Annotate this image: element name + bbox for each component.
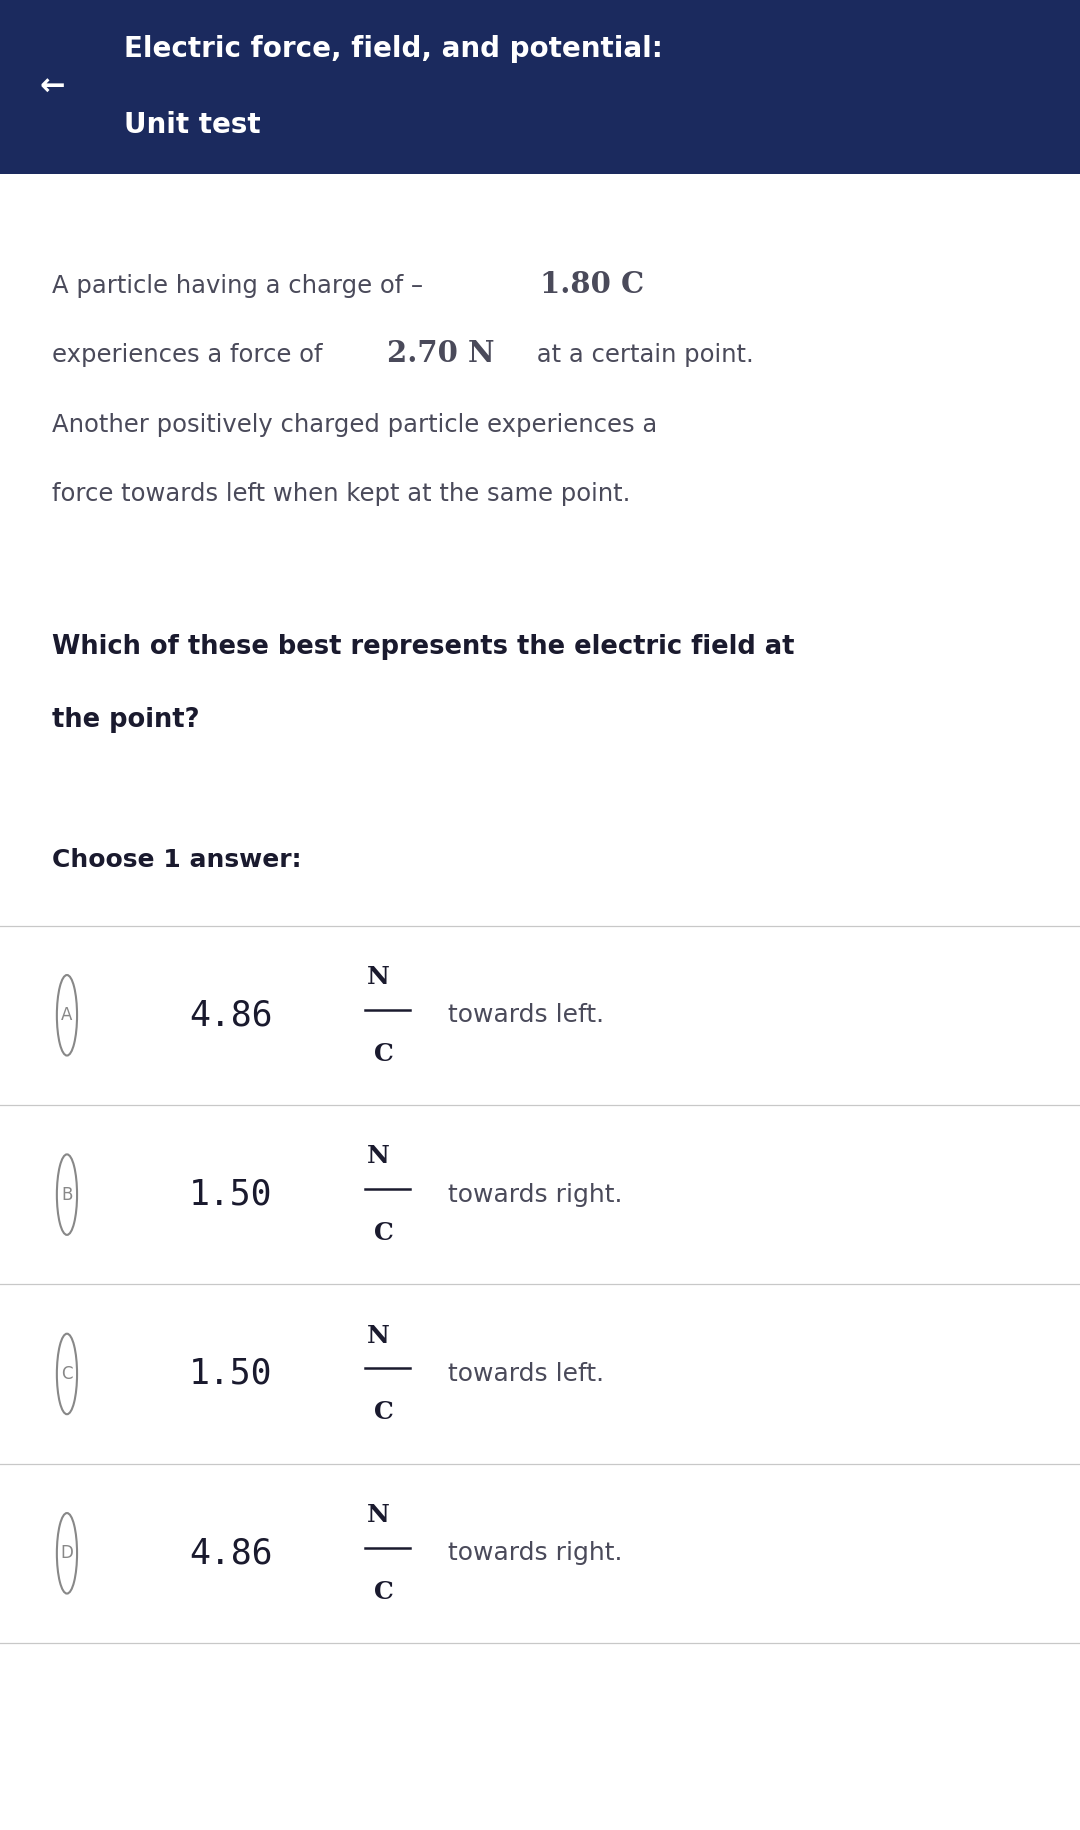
Text: Another positively charged particle experiences a: Another positively charged particle expe…: [52, 414, 657, 437]
Text: force towards left when kept at the same point.: force towards left when kept at the same…: [52, 483, 631, 507]
Ellipse shape: [57, 1155, 77, 1235]
Text: Unit test: Unit test: [124, 112, 261, 139]
Text: C: C: [374, 1221, 393, 1244]
Text: N: N: [367, 1144, 390, 1168]
FancyBboxPatch shape: [0, 0, 1080, 174]
Text: C: C: [374, 1041, 393, 1065]
Text: at a certain point.: at a certain point.: [529, 344, 754, 368]
Text: towards right.: towards right.: [448, 1541, 623, 1565]
Text: 1.50: 1.50: [189, 1358, 272, 1391]
Text: N: N: [367, 1323, 390, 1347]
Ellipse shape: [57, 1334, 77, 1415]
Text: 4.86: 4.86: [189, 999, 272, 1032]
Text: towards left.: towards left.: [448, 1003, 605, 1027]
Text: N: N: [367, 964, 390, 988]
Ellipse shape: [57, 975, 77, 1056]
Text: ←: ←: [39, 73, 65, 101]
Text: Which of these best represents the electric field at: Which of these best represents the elect…: [52, 635, 795, 661]
Text: C: C: [374, 1579, 393, 1603]
Text: N: N: [367, 1502, 390, 1526]
Text: A: A: [62, 1007, 72, 1025]
Text: towards right.: towards right.: [448, 1182, 623, 1206]
Text: D: D: [60, 1545, 73, 1563]
Text: C: C: [62, 1365, 72, 1383]
Text: experiences a force of: experiences a force of: [52, 344, 330, 368]
Text: A particle having a charge of –: A particle having a charge of –: [52, 274, 431, 298]
Text: 1.80 C: 1.80 C: [540, 269, 644, 298]
Text: 2.70 N: 2.70 N: [387, 339, 495, 368]
Text: the point?: the point?: [52, 708, 200, 734]
Text: B: B: [62, 1186, 72, 1204]
Ellipse shape: [57, 1513, 77, 1594]
Text: towards left.: towards left.: [448, 1362, 605, 1385]
Text: Electric force, field, and potential:: Electric force, field, and potential:: [124, 35, 663, 62]
Text: 4.86: 4.86: [189, 1537, 272, 1570]
Text: 1.50: 1.50: [189, 1179, 272, 1211]
Text: C: C: [374, 1400, 393, 1424]
Text: Choose 1 answer:: Choose 1 answer:: [52, 847, 301, 871]
